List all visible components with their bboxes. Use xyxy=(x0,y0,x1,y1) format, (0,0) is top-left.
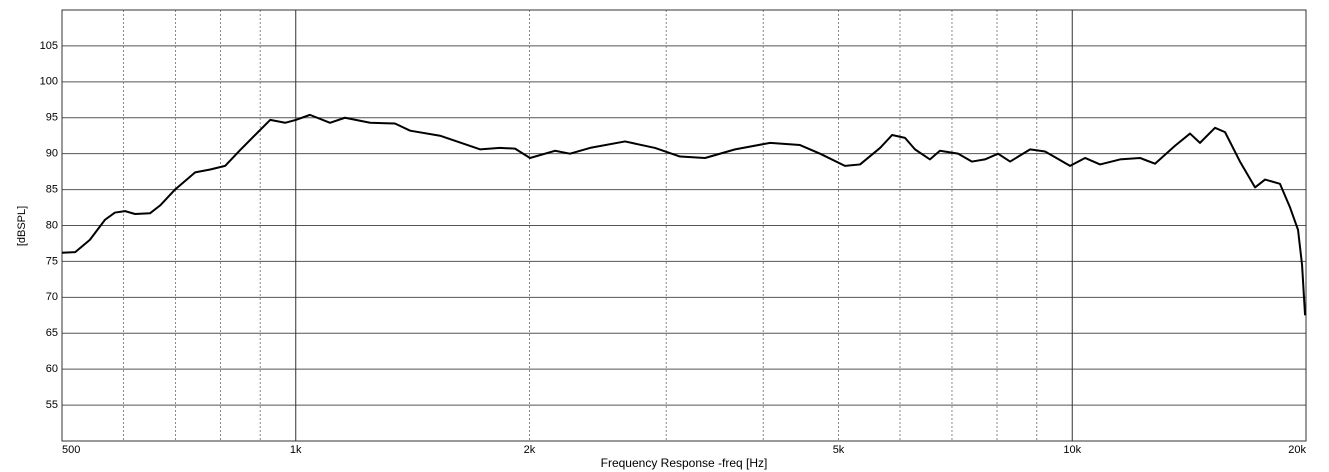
x-tick-label: 2k xyxy=(524,444,536,456)
y-tick-label: 95 xyxy=(46,112,58,124)
y-axis-label: [dBSPL] xyxy=(16,206,28,246)
y-tick-label: 60 xyxy=(46,363,58,375)
y-tick-label: 85 xyxy=(46,183,58,195)
y-tick-label: 80 xyxy=(46,219,58,231)
x-tick-label: 1k xyxy=(290,444,302,456)
x-tick-label: 500 xyxy=(62,444,80,456)
line-series xyxy=(61,113,1307,316)
y-tick-label: 105 xyxy=(40,40,58,52)
y-tick-label: 90 xyxy=(46,148,58,160)
y-tick-label: 70 xyxy=(46,291,58,303)
y-tick-label: 75 xyxy=(46,255,58,267)
x-tick-label: 5k xyxy=(833,444,845,456)
y-tick-label: 100 xyxy=(40,76,58,88)
plot-frame xyxy=(61,9,1307,442)
y-tick-label: 55 xyxy=(46,399,58,411)
x-tick-label: 20k xyxy=(1288,444,1306,456)
x-axis-label: Frequency Response -freq [Hz] xyxy=(601,456,768,470)
y-tick-label: 65 xyxy=(46,327,58,339)
x-tick-label: 10k xyxy=(1063,444,1081,456)
